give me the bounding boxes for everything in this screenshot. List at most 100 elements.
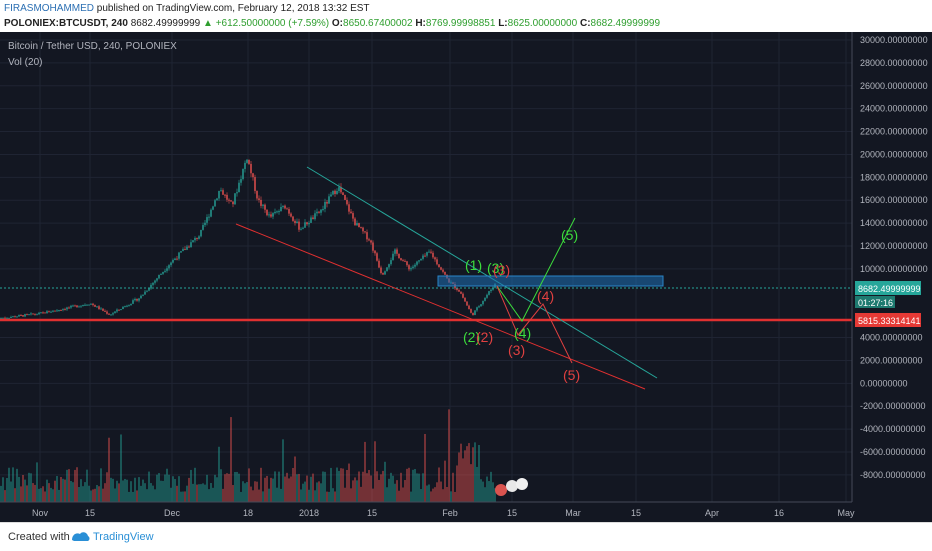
author-link[interactable]: FIRASMOHAMMED bbox=[4, 3, 94, 14]
price-chart[interactable]: (1) (2) (2) (3) (3) (3) (4) (4) (5) (5) … bbox=[0, 32, 932, 522]
low-label: L: bbox=[498, 18, 508, 29]
volume-bar bbox=[388, 478, 390, 502]
candle-body bbox=[186, 246, 188, 250]
volume-bar bbox=[430, 491, 432, 502]
volume-bar bbox=[124, 478, 126, 502]
volume-bar bbox=[470, 464, 472, 502]
y-tick-label: 2000.00000000 bbox=[860, 355, 923, 365]
candle-body bbox=[378, 260, 380, 268]
volume-bar bbox=[86, 469, 88, 502]
candle-body bbox=[306, 222, 308, 225]
candle-body bbox=[96, 306, 98, 308]
candle-body bbox=[132, 300, 134, 304]
candle-body bbox=[476, 307, 478, 311]
candle-body bbox=[158, 274, 160, 279]
flag-markers[interactable] bbox=[495, 478, 528, 496]
candle-body bbox=[166, 268, 168, 271]
volume-bar bbox=[66, 469, 68, 502]
volume-bar bbox=[302, 483, 304, 502]
event-marker-icon[interactable] bbox=[506, 480, 518, 492]
candle-body bbox=[214, 200, 216, 207]
candle-body bbox=[428, 251, 430, 253]
red-wave-path bbox=[496, 285, 573, 364]
y-tick-label: 0.00000000 bbox=[860, 378, 908, 388]
price-change: ▲ +612.50000000 (+7.59%) bbox=[203, 18, 330, 29]
candle-body bbox=[70, 305, 72, 308]
volume-bar bbox=[402, 487, 404, 502]
candle-body bbox=[98, 306, 100, 310]
volume-bar bbox=[354, 477, 356, 502]
publish-line: FIRASMOHAMMED published on TradingView.c… bbox=[4, 3, 370, 14]
candle-body bbox=[6, 317, 8, 319]
y-tick-label: -4000.00000000 bbox=[860, 424, 926, 434]
volume-bar bbox=[344, 487, 346, 502]
volume-bar bbox=[84, 482, 86, 502]
volume-bar bbox=[292, 467, 294, 502]
event-marker-icon[interactable] bbox=[516, 478, 528, 490]
volume-bar bbox=[436, 482, 438, 502]
symbol-label: POLONIEX:BTCUSDT, 240 bbox=[4, 18, 128, 29]
price-axis[interactable]: 30000.00000000 28000.00000000 26000.000000… bbox=[851, 32, 932, 502]
y-tick-label: 16000.00000000 bbox=[860, 195, 928, 205]
candle-body bbox=[390, 260, 392, 265]
tradingview-link[interactable]: TradingView bbox=[93, 531, 154, 543]
candle-body bbox=[208, 216, 210, 218]
candle-body bbox=[90, 303, 92, 305]
candle-body bbox=[356, 223, 358, 226]
candle-body bbox=[120, 309, 122, 311]
candle-body bbox=[80, 305, 82, 307]
candle-body bbox=[252, 173, 254, 178]
volume-bar bbox=[428, 484, 430, 502]
candle-body bbox=[170, 262, 172, 266]
volume-bar bbox=[60, 476, 62, 502]
candle-body bbox=[492, 287, 494, 290]
volume-bar bbox=[376, 471, 378, 502]
volume-bar bbox=[408, 467, 410, 502]
candle-body bbox=[14, 316, 16, 318]
candle-body bbox=[372, 242, 374, 251]
candle-body bbox=[246, 159, 248, 163]
candle-body bbox=[334, 190, 336, 194]
countdown-tag bbox=[855, 296, 895, 308]
volume-bar bbox=[290, 476, 292, 502]
candle-body bbox=[420, 258, 422, 261]
time-axis[interactable]: Nov 15 Dec 18 2018 15 Feb 15 Mar 15 Apr 16 May bbox=[0, 501, 932, 522]
created-with-label: Created with bbox=[8, 531, 70, 543]
candle-body bbox=[280, 206, 282, 212]
volume-bar bbox=[268, 488, 270, 502]
wave-red-3-top: (3) bbox=[493, 262, 510, 278]
last-price-tag bbox=[855, 281, 921, 295]
candle-body bbox=[34, 314, 36, 316]
candle-body bbox=[64, 309, 66, 311]
candle-body bbox=[156, 278, 158, 281]
candle-body bbox=[178, 252, 180, 259]
volume-bar bbox=[38, 488, 40, 502]
candle-body bbox=[42, 312, 44, 314]
support-price-tag bbox=[855, 313, 921, 327]
candle-body bbox=[144, 291, 146, 295]
volume-bar bbox=[456, 465, 458, 502]
volume-bar bbox=[30, 473, 32, 502]
candle-body bbox=[456, 288, 458, 290]
event-flag-icon[interactable] bbox=[495, 484, 507, 496]
volume-bar bbox=[42, 486, 44, 502]
candle-body bbox=[486, 294, 488, 298]
candle-body bbox=[370, 240, 372, 243]
volume-bar bbox=[484, 487, 486, 502]
candle-body bbox=[114, 311, 116, 314]
candle-body bbox=[406, 261, 408, 266]
candle-body bbox=[206, 217, 208, 223]
volume-bar bbox=[384, 461, 386, 502]
volume-bar bbox=[100, 468, 102, 502]
candle-body bbox=[350, 211, 352, 214]
candle-body bbox=[236, 192, 238, 194]
candle-body bbox=[238, 182, 240, 193]
volume-bar bbox=[314, 490, 316, 502]
publish-info: published on TradingView.com, February 1… bbox=[96, 3, 370, 14]
y-tick-label: -6000.00000000 bbox=[860, 447, 926, 457]
volume-bar bbox=[216, 477, 218, 502]
y-tick-label: 18000.00000000 bbox=[860, 172, 928, 182]
candle-body bbox=[232, 201, 234, 205]
candle-body bbox=[20, 315, 22, 317]
candle-body bbox=[92, 303, 94, 306]
